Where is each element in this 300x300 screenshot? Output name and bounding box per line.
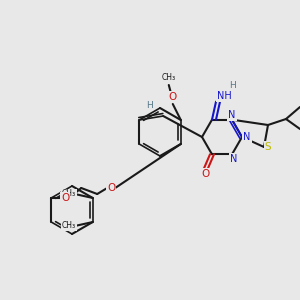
Text: O: O — [107, 183, 115, 193]
Text: S: S — [265, 142, 271, 152]
Text: CH₃: CH₃ — [62, 190, 76, 199]
Text: N: N — [228, 110, 236, 120]
Text: O: O — [202, 169, 210, 179]
Text: CH₃: CH₃ — [62, 221, 76, 230]
Text: N: N — [243, 132, 251, 142]
Text: H: H — [229, 81, 236, 90]
Text: CH₃: CH₃ — [162, 74, 176, 82]
Text: H: H — [146, 101, 153, 110]
Text: O: O — [61, 193, 69, 203]
Text: N: N — [230, 154, 238, 164]
Text: O: O — [169, 92, 177, 102]
Text: NH: NH — [217, 91, 231, 101]
